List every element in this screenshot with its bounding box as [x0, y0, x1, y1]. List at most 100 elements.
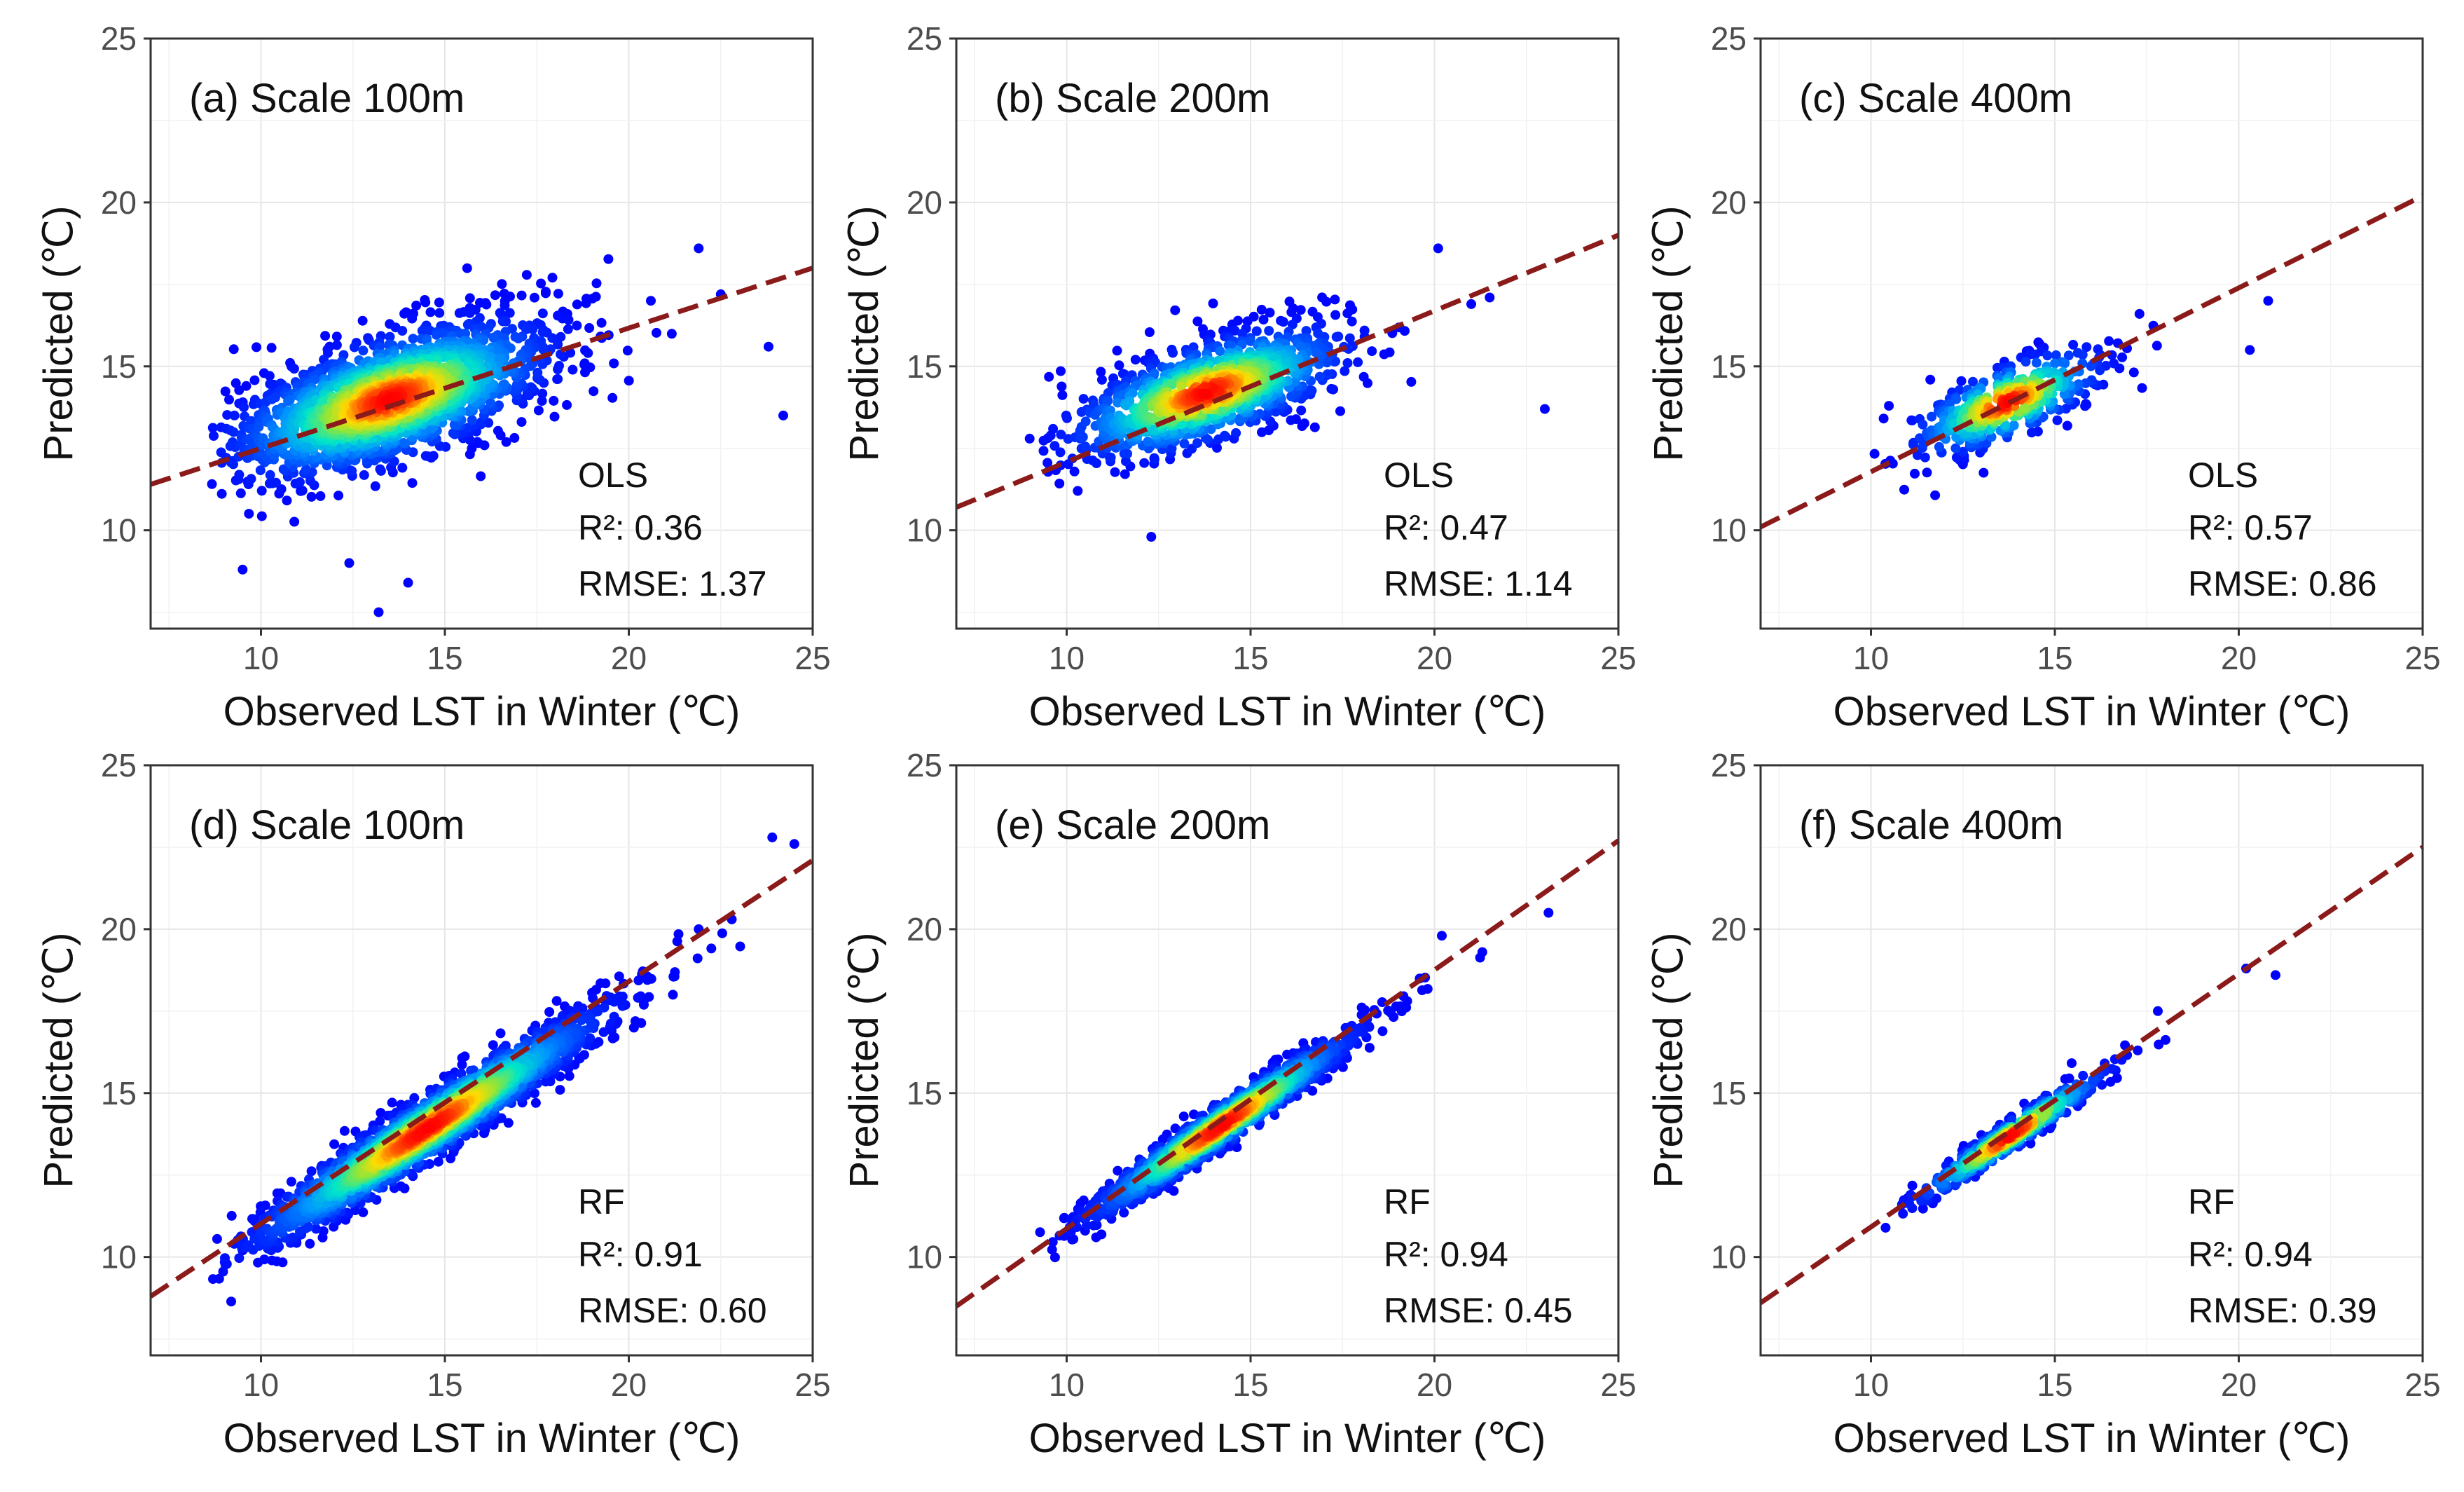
- y-tick-label: 10: [1711, 512, 1747, 549]
- data-point: [607, 392, 618, 403]
- r2-label: R²: 0.47: [1384, 508, 1508, 547]
- x-tick-label: 10: [243, 640, 279, 676]
- data-point: [572, 320, 582, 331]
- data-point: [286, 1177, 296, 1187]
- data-point: [1335, 406, 1345, 416]
- fit-line: [149, 266, 814, 487]
- data-point: [278, 464, 289, 474]
- data-point: [1096, 367, 1106, 377]
- data-point: [536, 278, 546, 289]
- x-tick-label: 15: [2037, 640, 2072, 676]
- y-tick-label: 20: [1711, 184, 1747, 221]
- data-point: [359, 470, 369, 480]
- data-point: [1912, 450, 1922, 460]
- data-point: [529, 292, 539, 303]
- data-point: [1080, 442, 1090, 451]
- data-point: [540, 288, 551, 299]
- panel-frame: [955, 37, 1620, 630]
- data-point: [1331, 331, 1342, 342]
- data-point: [549, 411, 560, 422]
- y-axis-title: Predicted (℃): [841, 206, 887, 462]
- data-point: [397, 326, 408, 336]
- data-point: [1120, 469, 1130, 479]
- data-point: [572, 299, 582, 310]
- data-point: [537, 396, 547, 406]
- data-point: [385, 331, 395, 342]
- data-point: [1466, 299, 1476, 309]
- data-point: [1311, 348, 1321, 358]
- data-point: [549, 395, 559, 406]
- data-point: [1954, 385, 1964, 395]
- data-point: [552, 374, 563, 385]
- data-point: [525, 382, 536, 392]
- data-point: [2128, 367, 2139, 378]
- data-point: [530, 1097, 541, 1108]
- x-tick-label: 15: [1232, 640, 1268, 676]
- data-point: [1168, 348, 1178, 358]
- model-label: OLS: [1384, 456, 1454, 495]
- data-point: [331, 340, 342, 350]
- data-point: [778, 410, 788, 420]
- data-point: [633, 992, 643, 1003]
- data-point: [600, 978, 611, 989]
- data-point: [630, 1016, 640, 1027]
- data-point: [234, 385, 245, 395]
- data-point: [516, 290, 527, 301]
- data-point: [289, 364, 299, 374]
- data-point: [313, 419, 324, 430]
- data-point: [2095, 365, 2105, 376]
- x-tick-label: 20: [611, 640, 647, 676]
- data-point: [1918, 419, 1928, 430]
- data-point: [2077, 350, 2088, 360]
- data-point: [717, 928, 727, 938]
- data-point: [448, 428, 458, 439]
- data-point: [229, 410, 240, 420]
- data-point: [1884, 401, 1894, 411]
- panel-title: (b) Scale 200m: [995, 76, 1270, 121]
- data-point: [320, 331, 331, 341]
- data-point: [265, 470, 275, 480]
- data-point: [1042, 458, 1053, 468]
- data-point: [425, 307, 436, 317]
- x-tick-label: 10: [1049, 640, 1085, 676]
- data-point: [228, 344, 239, 355]
- data-point: [1078, 432, 1088, 442]
- data-point: [694, 243, 704, 254]
- data-point: [500, 300, 510, 310]
- data-point: [228, 427, 239, 437]
- x-tick-label: 20: [1417, 640, 1452, 676]
- data-point: [2117, 352, 2128, 362]
- data-point: [1056, 430, 1066, 440]
- data-point: [454, 308, 464, 318]
- data-point: [1899, 484, 1909, 495]
- data-point: [668, 990, 678, 1000]
- data-point: [244, 509, 254, 519]
- data-point: [315, 491, 326, 501]
- model-label: OLS: [2188, 456, 2258, 495]
- y-tick-label: 25: [101, 20, 137, 57]
- data-point: [457, 1060, 467, 1070]
- data-point: [624, 376, 634, 386]
- data-point: [1314, 371, 1325, 382]
- data-point: [591, 278, 602, 289]
- data-point: [1878, 413, 1889, 424]
- data-point: [1069, 466, 1080, 477]
- data-point: [1143, 437, 1153, 447]
- data-point: [2081, 342, 2092, 353]
- data-point: [2134, 308, 2145, 319]
- data-point: [1057, 390, 1068, 400]
- data-point: [434, 308, 445, 318]
- data-point: [462, 263, 472, 273]
- data-point: [1951, 452, 1962, 463]
- data-point: [1925, 374, 1936, 385]
- data-point: [1344, 333, 1355, 343]
- data-point: [1110, 467, 1120, 477]
- data-point: [1869, 449, 1880, 459]
- data-point: [1230, 325, 1240, 336]
- data-point: [1264, 326, 1274, 336]
- data-point: [220, 386, 230, 397]
- data-point: [467, 415, 477, 425]
- data-point: [2009, 420, 2019, 430]
- rmse-label: RMSE: 1.14: [1384, 564, 1573, 603]
